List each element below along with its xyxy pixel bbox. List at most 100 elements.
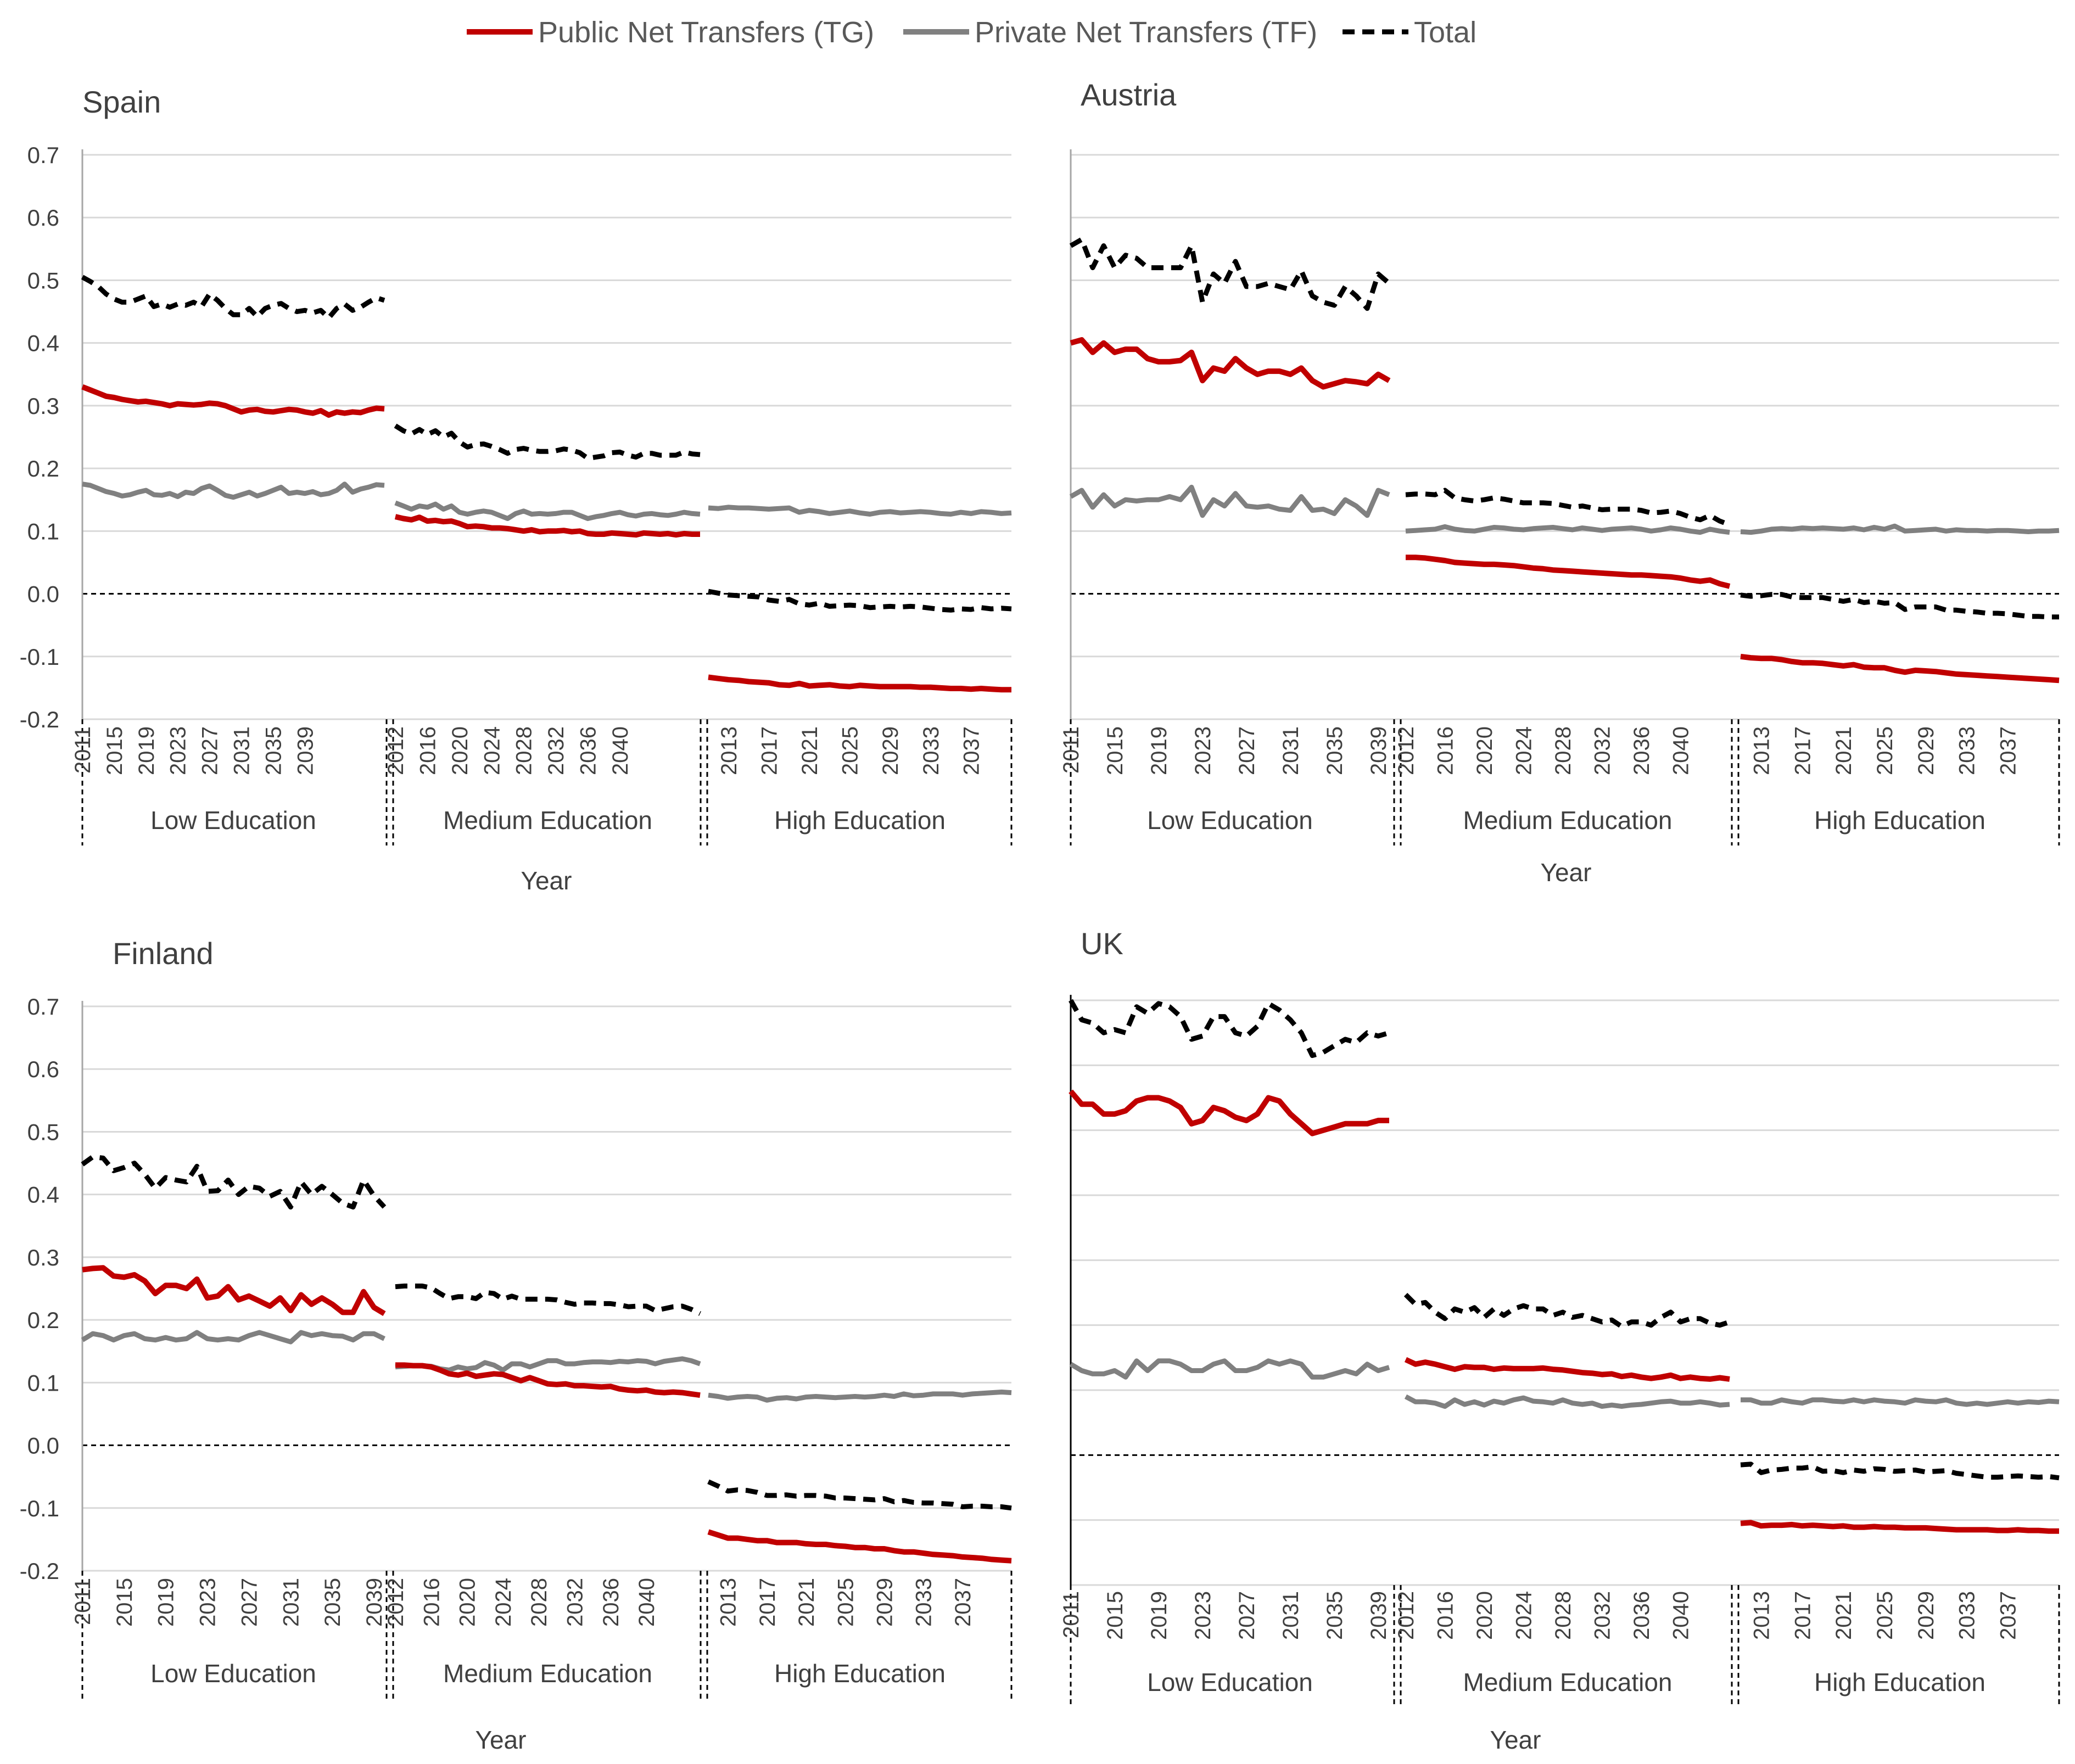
x-tick-label: 2011 (71, 1578, 95, 1625)
y-tick-label: -0.2 (20, 1558, 59, 1584)
x-tick-label: 2028 (1551, 1591, 1575, 1640)
series-line-private (1069, 1358, 1390, 1380)
x-tick-label: 2012 (1394, 726, 1418, 775)
y-tick-label: 0.0 (27, 581, 59, 607)
chart-finland: 0.7 0.6 0.5 0.4 0.3 0.2 0.1 0.0 -0.1 -0.2 Finland 2… (20, 936, 1013, 1754)
x-tick-label: 2039 (1367, 1591, 1391, 1640)
legend-label-2: Total (1414, 16, 1476, 49)
x-tick-label: 2040 (1669, 1591, 1693, 1640)
x-tick-label: 2029 (873, 1578, 897, 1627)
series-line-total (1405, 488, 1731, 528)
group-label: High Education (1814, 806, 1985, 835)
x-tick-label: 2036 (1630, 1591, 1654, 1640)
x-axis-label: Year (521, 866, 572, 895)
x-tick-label: 2027 (1235, 726, 1259, 775)
x-tick-label: 2031 (1279, 1591, 1303, 1640)
y-tick-label: 0.4 (27, 331, 59, 356)
series-line-total (81, 275, 385, 321)
x-tick-label: 2027 (1235, 1591, 1259, 1640)
x-tick-label: 2028 (1551, 726, 1575, 775)
y-tick-label: 0.0 (27, 1433, 59, 1459)
series-line-total (81, 1154, 387, 1209)
series-line-public (1069, 1089, 1389, 1136)
series-line-total (394, 423, 701, 461)
series-line-private (1405, 524, 1730, 535)
group-label: High Education (774, 1659, 946, 1688)
series-line-public (708, 674, 1011, 693)
x-tick-label: 2033 (919, 726, 943, 775)
x-tick-label: 2015 (1103, 726, 1127, 775)
series-line-private (394, 500, 701, 521)
series-line-private (1404, 1394, 1730, 1409)
x-tick-label: 2020 (1473, 726, 1497, 775)
y-tick-label: -0.1 (20, 644, 59, 670)
x-tick-label: 2016 (420, 1578, 444, 1627)
x-tick-label: 2032 (544, 726, 568, 775)
chart-austria: Austria 2011 2015 2019 2023 2027 2031 2035 2039 L… (1059, 77, 2060, 887)
x-tick-label: 2023 (166, 726, 191, 775)
group-label: Medium Education (443, 1659, 652, 1688)
chart-title: UK (1081, 926, 1123, 961)
x-tick-label: 2036 (577, 726, 601, 775)
x-tick-label: 2015 (103, 726, 127, 775)
x-tick-label: 2039 (362, 1578, 387, 1627)
x-tick-label: 2016 (1434, 1591, 1458, 1640)
series-line-private (1069, 484, 1390, 518)
x-tick-label: 2016 (416, 726, 440, 775)
x-tick-label: 2024 (480, 726, 504, 775)
series-line-public (1070, 337, 1391, 390)
x-tick-label: 2017 (757, 726, 781, 775)
series-line-private (81, 1330, 385, 1345)
series-line-private (708, 505, 1012, 517)
series-line-public (1404, 1357, 1730, 1382)
x-tick-label: 2032 (1591, 726, 1615, 775)
x-tick-label: 2011 (71, 726, 95, 774)
x-tick-label: 2023 (196, 1578, 220, 1627)
y-tick-label: -0.1 (20, 1496, 59, 1521)
x-tick-label: 2021 (798, 726, 822, 775)
chart-title: Austria (1081, 77, 1177, 112)
x-tick-label: 2037 (959, 726, 983, 775)
x-tick-label: 2011 (1059, 726, 1083, 774)
group-label: Low Education (1147, 1668, 1313, 1696)
y-tick-label: 0.2 (27, 456, 59, 481)
x-tick-label: 2036 (599, 1578, 623, 1627)
x-tick-label: 2016 (1434, 726, 1458, 775)
x-tick-label: 2015 (1103, 1591, 1127, 1640)
x-tick-label: 2035 (261, 726, 286, 775)
x-tick-label: 2015 (113, 1578, 137, 1627)
series-line-public (1406, 555, 1731, 589)
y-tick-label: 0.5 (27, 267, 59, 293)
y-tick-label: 0.3 (27, 1245, 59, 1270)
y-tick-label: 0.7 (27, 142, 59, 168)
series-line-total (707, 1479, 1012, 1511)
x-tick-label: 2037 (951, 1578, 975, 1627)
x-tick-label: 2013 (717, 1578, 741, 1627)
series-line-total (1740, 1461, 2060, 1481)
group-label: High Education (1814, 1668, 1985, 1696)
x-tick-label: 2017 (1791, 726, 1815, 775)
y-tick-label: 0.5 (27, 1119, 59, 1145)
x-tick-label: 2024 (1512, 726, 1536, 775)
x-tick-label: 2040 (635, 1578, 659, 1627)
x-tick-label: 2013 (1749, 1591, 1774, 1640)
x-axis-label: Year (1541, 858, 1592, 887)
x-tick-label: 2024 (491, 1578, 516, 1627)
x-tick-label: 2027 (198, 726, 222, 775)
x-tick-label: 2032 (563, 1578, 588, 1627)
x-tick-label: 2013 (1749, 726, 1774, 775)
y-tick-label: 0.7 (27, 994, 59, 1020)
x-tick-label: 2028 (512, 726, 536, 775)
series-line-public (394, 514, 700, 538)
y-tick-label: -0.2 (20, 707, 59, 732)
x-tick-label: 2020 (456, 1578, 480, 1627)
series-line-private (708, 1390, 1012, 1403)
x-tick-label: 2019 (1147, 726, 1171, 775)
x-tick-label: 2035 (1323, 726, 1347, 775)
series-line-private (82, 481, 385, 500)
x-tick-label: 2025 (838, 726, 863, 775)
x-tick-label: 2012 (1394, 1591, 1418, 1640)
x-tick-label: 2031 (279, 1578, 303, 1627)
group-label: Low Education (150, 806, 316, 835)
